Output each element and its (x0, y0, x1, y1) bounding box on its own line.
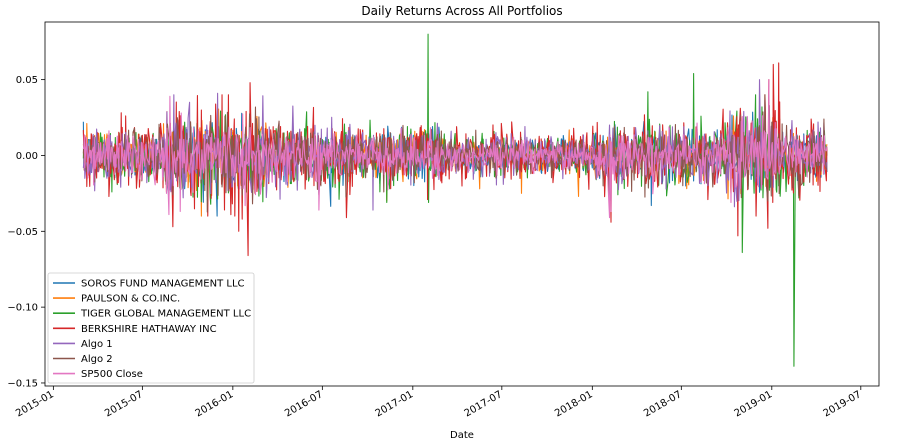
y-tick-label: −0.15 (7, 378, 38, 389)
legend-box (47, 272, 255, 384)
y-tick-label: −0.05 (7, 227, 38, 238)
legend-entry: SOROS FUND MANAGEMENT LLC (81, 279, 245, 290)
legend-entry: BERKSHIRE HATHAWAY INC (81, 324, 217, 335)
x-tick-label: 2015-07 (103, 389, 145, 419)
x-tick-label: 2018-01 (553, 389, 595, 419)
y-tick-label: −0.10 (7, 303, 38, 314)
x-tick-label: 2016-01 (194, 389, 236, 419)
legend-entry: PAULSON & CO.INC. (81, 294, 180, 305)
y-tick-label: 0.00 (16, 151, 38, 162)
x-axis-label: Date (450, 430, 474, 441)
x-tick-label: 2019-07 (822, 389, 864, 419)
series-line-7 (82, 79, 828, 219)
chart-title: Daily Returns Across All Portfolios (361, 4, 562, 18)
legend-entry: Algo 2 (81, 354, 113, 365)
legend-entry: TIGER GLOBAL MANAGEMENT LLC (80, 309, 251, 320)
legend-entry: SP500 Close (81, 369, 143, 380)
x-tick-label: 2017-01 (374, 389, 416, 419)
plot-frame (44, 21, 880, 387)
series-layer (82, 33, 828, 367)
y-axis: −0.15 −0.10 −0.05 0.00 0.05 (7, 75, 45, 389)
x-tick-label: 2018-07 (642, 389, 684, 419)
x-tick-label: 2015-01 (14, 389, 56, 419)
x-tick-label: 2019-01 (733, 389, 775, 419)
x-axis: 2015-01 2015-07 2016-01 2016-07 2017-01 2017-… (14, 386, 863, 419)
legend: SOROS FUND MANAGEMENT LLC PAULSON & CO.IN… (47, 272, 255, 384)
y-tick-label: 0.05 (16, 75, 38, 86)
x-tick-label: 2016-07 (283, 389, 325, 419)
legend-entry: Algo 1 (81, 339, 113, 350)
x-tick-label: 2017-07 (463, 389, 505, 419)
